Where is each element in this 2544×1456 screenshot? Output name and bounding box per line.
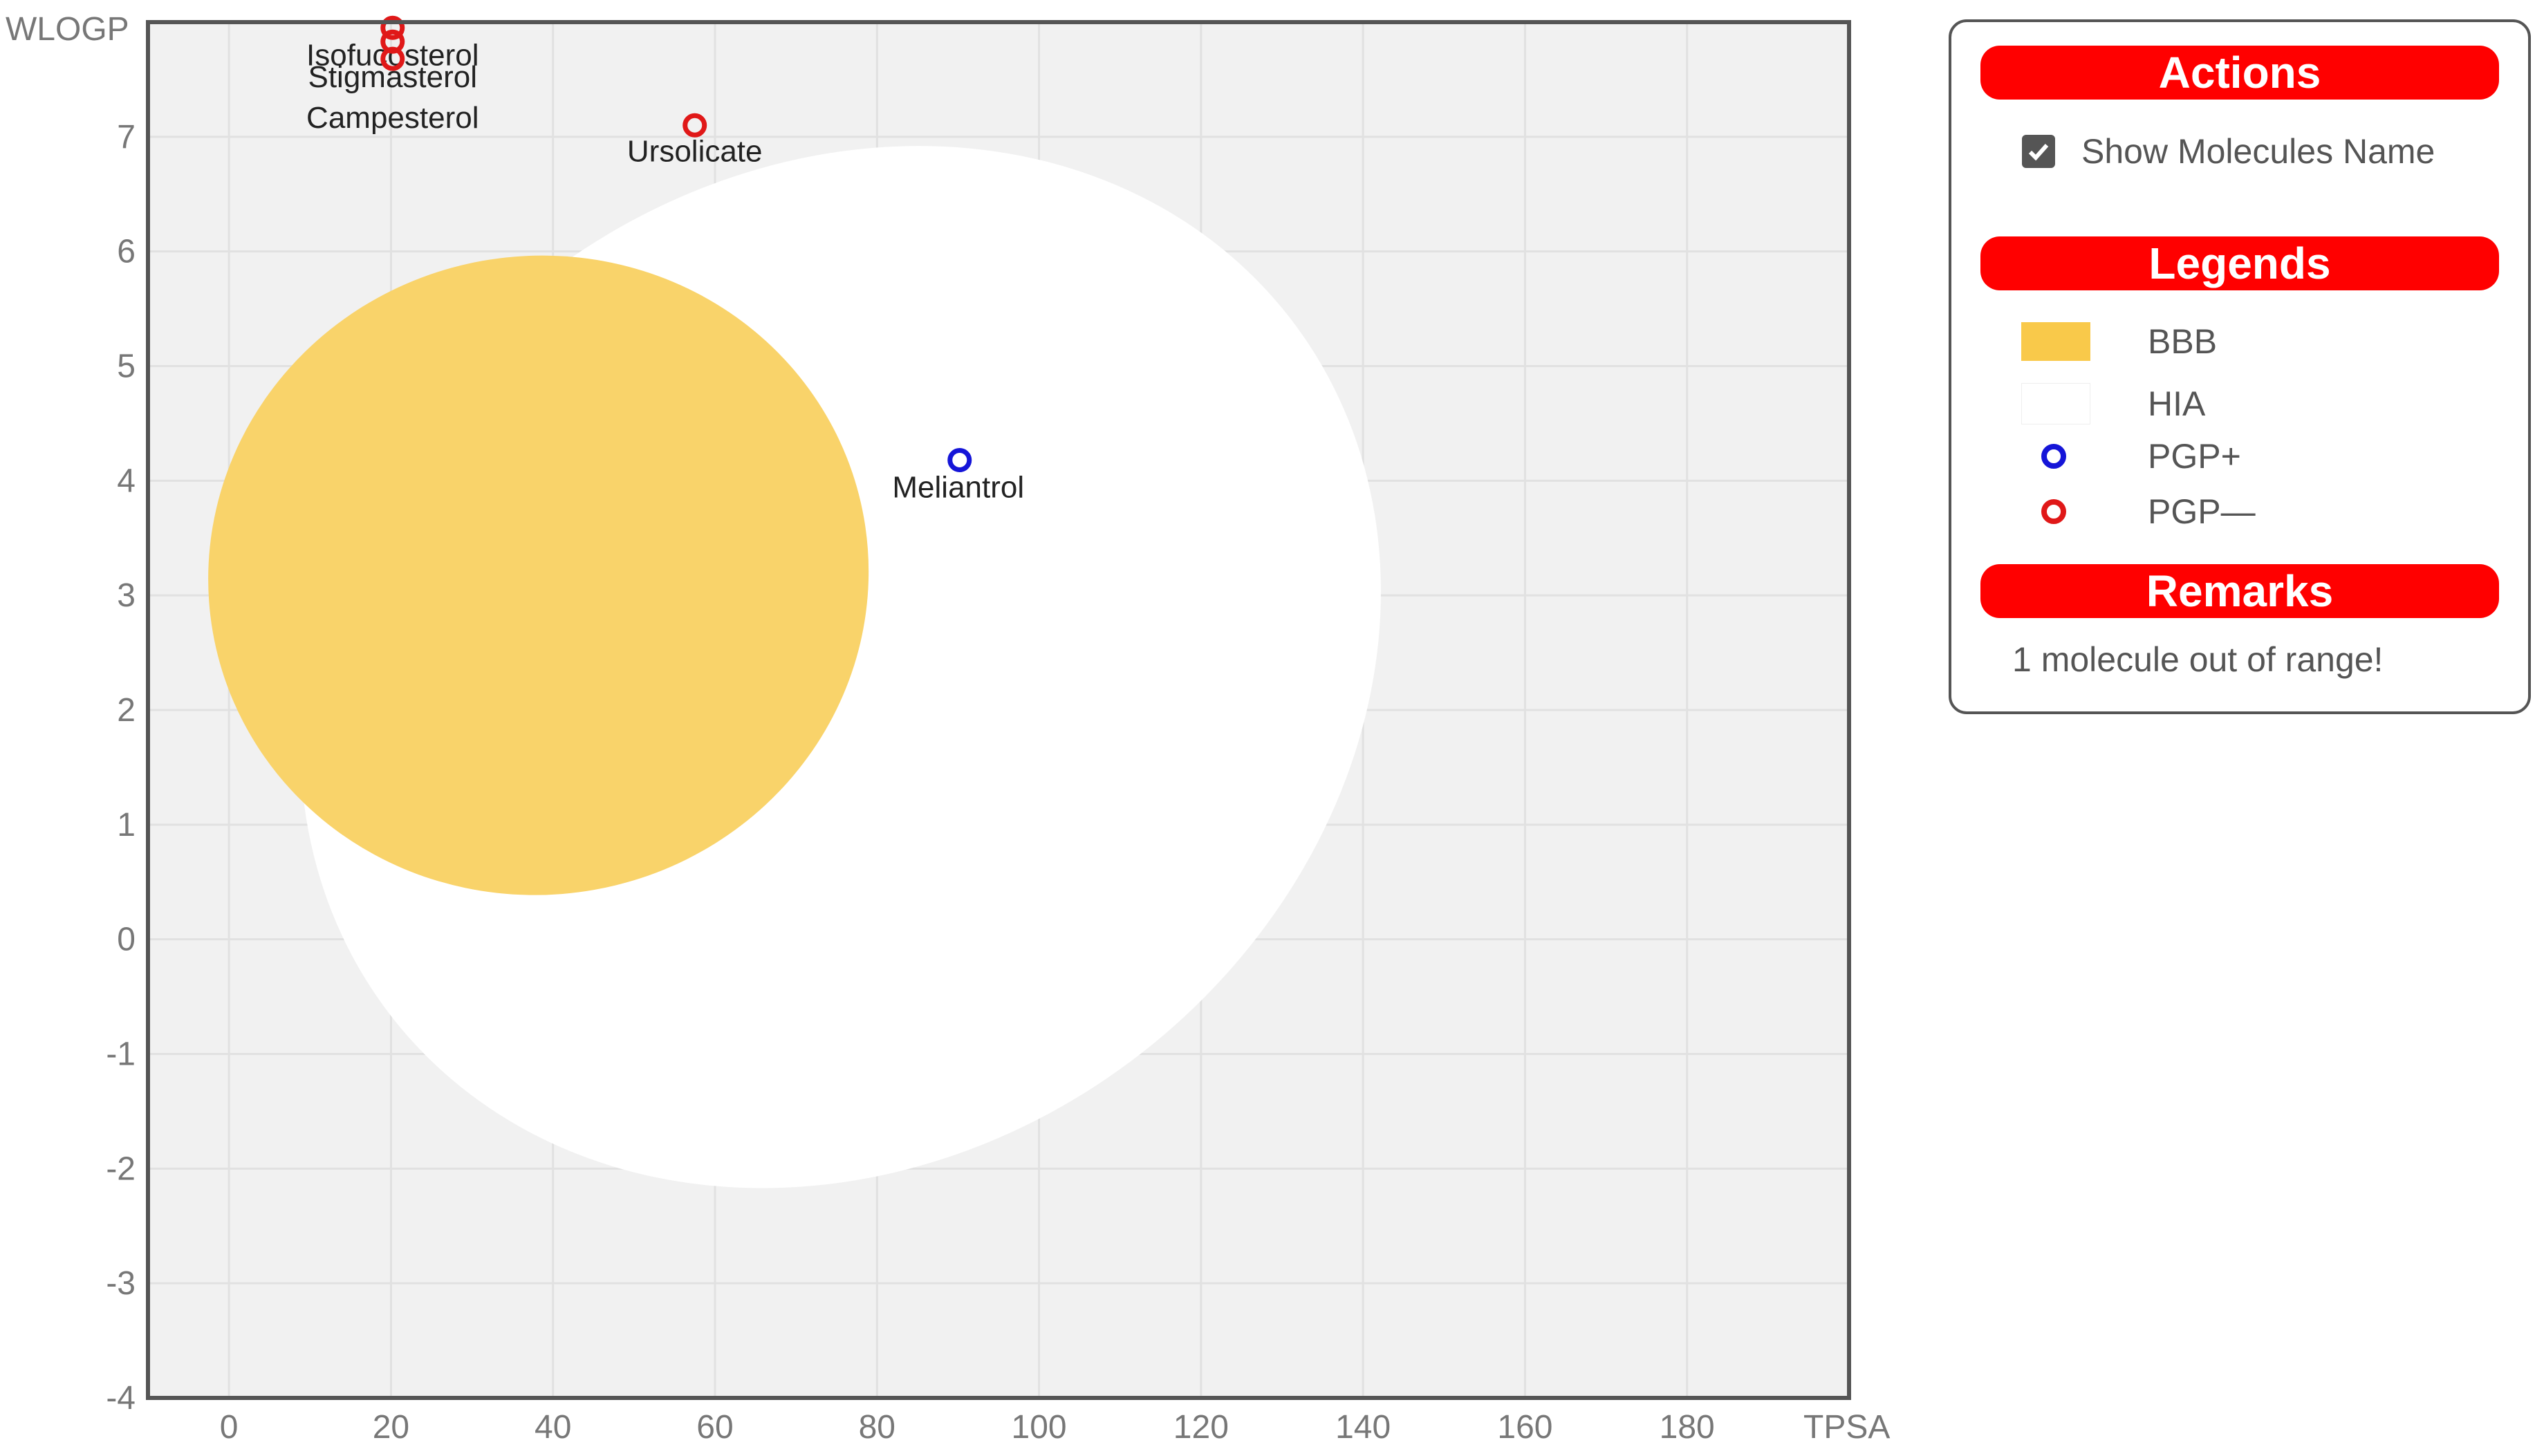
pgp-plus-circle-icon [2041,444,2066,469]
y-tick-label: 5 [117,348,136,385]
molecule-label: Meliantrol [892,470,1024,504]
plot-frame [146,20,1851,1400]
x-tick-label: 140 [1335,1409,1391,1446]
side-panel: Actions Show Molecules Name Legends BBB … [1949,19,2531,714]
legend-bbb: BBB [2148,321,2217,362]
tick-labels: 0 20 40 60 80 100 120 140 160 180 -4 -3 -2 -1 0 1 2 3 4 5 6 7 [106,119,1714,1446]
data-points[interactable]: IsofucosterolStigmasterolCampesterolUrso… [306,15,1024,504]
checkbox-icon[interactable] [2022,135,2055,168]
x-tick-label: 180 [1660,1409,1715,1446]
y-tick-label: 4 [117,463,136,499]
y-axis-title: WLOGP [6,11,129,48]
show-names-label: Show Molecules Name [2081,132,2435,171]
legend-pgp-plus: PGP+ [2148,436,2241,477]
y-tick-label: -4 [106,1380,136,1417]
legend-pgp-minus-label: PGP— [2148,492,2256,531]
actions-banner: Actions [1980,46,2499,100]
y-tick-label: 6 [117,234,136,270]
bbb-region [208,255,869,895]
y-tick-label: -1 [106,1036,136,1073]
y-tick-label: 7 [117,119,136,156]
remarks-text: 1 molecule out of range! [2012,639,2383,680]
molecule-point[interactable] [380,15,405,40]
x-tick-label: 40 [535,1409,571,1446]
molecule-label: Stigmasterol [308,60,477,94]
hia-swatch [2021,383,2090,424]
x-axis-title: TPSA [1803,1409,1890,1446]
pgp-minus-circle-icon [2041,499,2066,524]
legend-hia: HIA [2148,383,2205,424]
y-tick-label: 2 [117,692,136,729]
y-tick-label: 1 [117,807,136,843]
legend-bbb-label: BBB [2148,322,2218,361]
remarks-banner: Remarks [1980,564,2499,618]
x-tick-label: 100 [1012,1409,1067,1446]
molecule-label: Campesterol [306,101,479,135]
molecule-point[interactable] [683,113,707,138]
legend-pgp-minus: PGP— [2148,491,2256,532]
molecule-label: Ursolicate [627,134,763,168]
x-tick-label: 60 [696,1409,733,1446]
regions [208,146,1381,1188]
x-tick-label: 160 [1497,1409,1552,1446]
legend-pgp-plus-label: PGP+ [2148,437,2241,476]
x-tick-label: 80 [859,1409,895,1446]
y-tick-label: 3 [117,577,136,614]
remarks-label: 1 molecule out of range! [2012,640,2384,679]
show-names-toggle[interactable]: Show Molecules Name [2022,131,2435,171]
bbb-swatch [2021,322,2090,361]
molecule-point[interactable] [380,46,405,71]
x-tick-label: 20 [373,1409,409,1446]
x-tick-label: 120 [1173,1409,1229,1446]
x-tick-label: 0 [220,1409,239,1446]
molecule-point[interactable] [947,447,972,472]
y-tick-label: 0 [117,922,136,958]
y-tick-label: -3 [106,1265,136,1302]
y-tick-label: -2 [106,1150,136,1187]
legend-hia-label: HIA [2148,384,2206,423]
legends-banner: Legends [1980,236,2499,290]
